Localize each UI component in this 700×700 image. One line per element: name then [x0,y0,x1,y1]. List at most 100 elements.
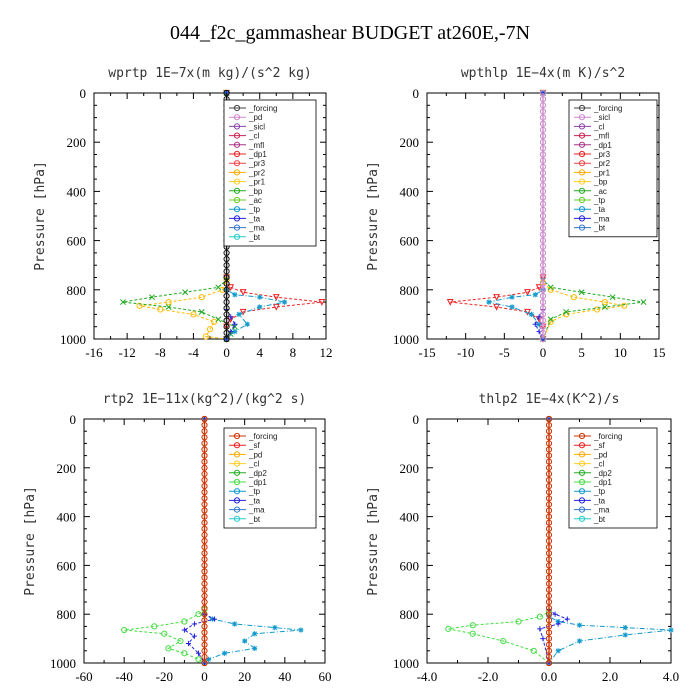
data-point [539,268,547,275]
series-ta [181,416,218,666]
data-point [545,617,553,624]
legend-marker [578,442,586,449]
legend-entry: _mfl [248,141,264,150]
data-point [601,304,608,310]
series-forcing [201,415,208,667]
legend-marker [578,224,586,231]
data-point [668,627,674,633]
data-point [201,525,208,532]
legend-entry: _tp [593,487,606,496]
legend-entry: _pr3 [248,159,266,168]
data-point [201,617,208,624]
y-axis-label: Pressure [hPa] [33,161,48,271]
data-point [223,89,230,97]
data-point [201,495,208,502]
data-point [486,299,492,305]
data-point [211,318,218,325]
legend-entry: _ta [593,205,606,214]
data-point [201,464,208,471]
data-point [545,592,553,600]
legend-entry: _forcing [248,432,277,441]
y-axis-label: Pressure [hPa] [366,161,381,271]
data-point [545,464,553,471]
data-point [622,632,628,638]
data-point [545,598,553,606]
data-point [545,446,553,453]
legend-marker [578,123,586,130]
legend-entry: _pd [248,113,262,122]
x-tick-label: 15 [653,345,666,360]
series-pr1 [136,89,230,343]
x-tick-label: -10 [457,345,474,360]
data-point [545,434,553,441]
panel-1: wprtp 1E−7x(m kg)/(s^2 kg) 0 200 400 600 800 1… [33,66,333,360]
legend-entry: _ma [593,214,610,223]
data-point [195,650,202,656]
data-point [205,656,212,662]
y-tick-label: 600 [57,558,77,573]
data-point [211,616,218,622]
y-tick-label: 1000 [60,332,86,347]
legend-marker [233,224,241,231]
data-point [257,304,263,310]
legend-marker [233,460,241,467]
y-tick-label: 400 [400,184,420,199]
panel-2: wpthlp 1E−4x(m K)/s^202004006008001000-1… [366,66,666,360]
data-point [201,470,208,477]
data-point [545,501,553,508]
data-point [545,440,553,447]
data-point [539,299,547,306]
y-tick-label: 200 [400,461,420,476]
data-point [136,302,143,309]
data-point [545,415,553,423]
data-point [201,647,208,654]
data-point [198,294,205,301]
legend-entry: _bp [593,178,608,187]
data-point [545,470,553,477]
data-point [201,605,208,612]
x-tick-label: -40 [115,669,132,684]
data-point [545,550,553,557]
y-tick-label: 200 [57,461,77,476]
data-point [545,458,553,465]
legend-entry: _cl [593,122,604,131]
x-tick-label: 8 [290,345,297,360]
y-tick-label: 600 [67,234,87,249]
legend-marker [233,206,241,213]
data-point [578,289,585,296]
legend-entry: _forcing [593,104,622,113]
data-point [201,476,208,484]
data-point [539,255,547,263]
series-line [448,419,550,664]
x-tick-label: 10 [614,345,627,360]
data-point [120,299,126,306]
y-tick-label: 1000 [393,656,419,671]
data-point [539,102,547,109]
legend-entry: _ma [593,506,610,515]
y-tick-label: 1000 [393,332,419,347]
x-tick-label: 60 [319,669,332,684]
legend-entry: _sicl [248,122,265,131]
data-point [539,317,547,324]
data-point [532,292,538,298]
data-point [190,311,197,318]
panel-title: rtp2 1E−11x(kg^2)/(kg^2 s) [103,392,307,407]
data-point [539,120,547,127]
y-axis-label: Pressure [hPa] [366,486,381,596]
series-line [539,419,569,664]
data-point [201,446,208,453]
legend-entry: _dp1 [248,150,267,159]
data-point [191,633,198,639]
data-point [221,650,228,656]
data-point [201,550,208,557]
data-point [530,647,537,654]
legend-entry: _dp2 [248,469,267,478]
data-point [545,537,553,545]
data-point [181,627,188,633]
data-point [232,621,238,627]
data-point [201,562,208,569]
series-line [534,93,544,340]
data-point [539,274,547,281]
data-point [223,299,230,306]
data-point [223,317,230,324]
